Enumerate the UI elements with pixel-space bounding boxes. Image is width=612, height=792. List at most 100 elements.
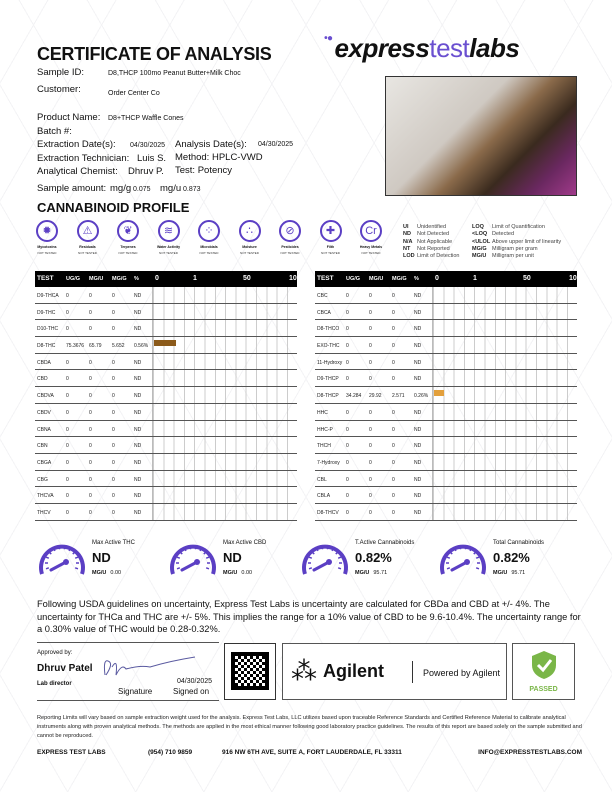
column-header: TEST: [37, 275, 54, 282]
table-cell: 0: [66, 309, 69, 316]
footer-email[interactable]: INFO@EXPRESSTESTLABS.COM: [478, 749, 582, 756]
table-cell: CBG: [37, 476, 48, 483]
table-cell: ND: [134, 493, 142, 500]
test-icon-item: ⚠ Residuals NOT TESTED: [68, 220, 108, 255]
table-cell: 0: [89, 509, 92, 516]
table-cell: 0: [66, 459, 69, 466]
table-cell: CBNA: [37, 426, 51, 433]
legend-right: LOQ Limit of Quantification <LOQ Detected <U…: [472, 224, 561, 260]
legend-item: N/A Not Applicable: [403, 239, 460, 246]
column-header: MG/U: [369, 276, 384, 282]
qr-code[interactable]: [224, 643, 276, 700]
table-row: CBL 0 0 0 ND: [315, 470, 577, 488]
mgg-label: mg/g: [110, 183, 132, 194]
legend-item: NT Not Reported: [403, 246, 460, 253]
table-cell: ND: [414, 509, 422, 516]
table-cell: 2.571: [392, 393, 405, 400]
test-name: Pesticides: [281, 245, 299, 249]
logo-part-express: express: [334, 33, 430, 63]
section-title: CANNABINOID PROFILE: [37, 200, 190, 215]
bar-area: [432, 320, 577, 337]
divider: [37, 700, 219, 701]
table-row: D8-THC 75.3676 65.79 5.652 0.56%: [35, 337, 297, 354]
table-cell: ND: [134, 359, 142, 366]
legend-text: Milligram per gram: [492, 245, 538, 252]
test-status: NOT TESTED: [321, 251, 340, 255]
gauge-amount-value: 0.00: [110, 570, 122, 576]
bar-area: [432, 370, 577, 387]
gauge-amount: MG/U 95.71: [355, 570, 387, 576]
gauge-unit: MG/U: [223, 570, 238, 576]
test-icon-item: ⊘ Pesticides NOT TESTED: [270, 220, 310, 255]
table-cell: 0: [346, 293, 349, 299]
gauge-amount-value: 95.71: [511, 570, 526, 576]
legend-text: Not Detected: [417, 231, 450, 238]
test-name: Water Activity: [156, 245, 181, 249]
table-cell: ND: [414, 459, 422, 466]
table-cell: ND: [414, 493, 422, 500]
table-cell: 0: [89, 309, 92, 316]
table-row: CBC 0 0 0 ND: [315, 287, 577, 304]
bar-area: [432, 303, 577, 320]
test-name: Mycotoxins: [37, 245, 57, 249]
test-icon-item: ∴ Moisture NOT TESTED: [230, 220, 270, 255]
scale-tick: 50: [523, 275, 531, 282]
bar-area: [152, 403, 297, 420]
scale-tick: 50: [243, 275, 251, 282]
speedometer-icon: [302, 544, 348, 575]
table-cell: 0: [112, 509, 115, 516]
gauge-value: 0.82%: [355, 550, 392, 565]
legend-abbr: <LOQ: [472, 231, 488, 238]
test-icon-item: Cr Heavy Metals NOT TESTED: [351, 220, 391, 255]
signature-image: [103, 656, 196, 676]
agilent-spark-icon: ⁂: [291, 656, 317, 686]
gauge-amount-value: 95.71: [373, 570, 388, 576]
table-cell: ND: [414, 409, 422, 416]
legend-item: MG/G Milligram per gram: [472, 246, 561, 253]
table-cell: D9-THCA: [37, 293, 59, 299]
table-cell: 0: [369, 343, 372, 350]
column-header: TEST: [317, 275, 334, 282]
table-cell: ND: [414, 476, 422, 483]
legend-text: Not Reported: [417, 245, 450, 252]
legend-item: <LOQ Detected: [472, 231, 561, 238]
table-cell: 0: [112, 393, 115, 400]
table-cell: ND: [414, 293, 422, 299]
legend-left: UI Unidentified ND Not Detected N/A Not Appli…: [403, 224, 460, 260]
table-cell: 0: [66, 443, 69, 450]
method: Method: HPLC-VWD: [175, 152, 263, 163]
customer: Order Center Co: [108, 90, 160, 97]
table-cell: 0: [392, 509, 395, 516]
gauge-amount-value: 0.00: [241, 570, 253, 576]
test-icon-item: ≋ Water Activity NOT TESTED: [149, 220, 189, 255]
test-name: Heavy Metals: [359, 245, 383, 249]
column-header: UG/G: [66, 276, 81, 282]
logo: •●expresstestlabs: [324, 33, 520, 64]
bar-area: [152, 487, 297, 503]
table-row: THCV 0 0 0 ND: [35, 503, 297, 521]
test-status: NOT TESTED: [78, 251, 97, 255]
column-header: %: [134, 276, 139, 282]
table-cell: 5.652: [112, 343, 125, 350]
legend-text: Milligram per unit: [492, 253, 534, 260]
table-cell: D10-THC: [37, 326, 59, 333]
test-status: NOT TESTED: [240, 251, 259, 255]
flask-warning-icon: ⚠: [76, 220, 99, 242]
table-cell: CBDA: [37, 359, 51, 366]
bar-area: [152, 303, 297, 320]
table-cell: CBL: [317, 476, 327, 483]
product-photo: [385, 76, 577, 196]
divider: [37, 642, 219, 643]
test-status: NOT TESTED: [361, 251, 381, 255]
table-row: D10-THC 0 0 0 ND: [35, 320, 297, 338]
product-label: Product Name:: [37, 112, 101, 123]
table-cell: 0: [89, 493, 92, 500]
table-cell: 0: [112, 293, 115, 299]
table-cell: THCVA: [37, 493, 54, 500]
table-row: CBGA 0 0 0 ND: [35, 453, 297, 471]
table-cell: 0: [369, 376, 372, 383]
table-row: CBD 0 0 0 ND: [35, 370, 297, 388]
table-cell: CBLA: [317, 493, 331, 500]
scale-tick: 0: [155, 275, 159, 282]
table-cell: CBDVA: [37, 393, 54, 400]
